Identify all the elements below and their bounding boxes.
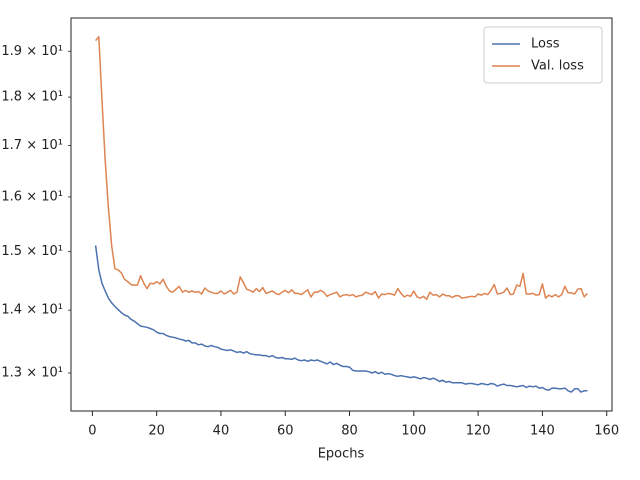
x-tick-label: 160 (594, 424, 619, 439)
y-tick-label: 1.9 × 10¹ (1, 44, 63, 59)
x-axis-label: Epochs (318, 447, 365, 462)
legend-box (483, 26, 603, 84)
y-tick-label: 1.6 × 10¹ (1, 189, 63, 204)
y-tick-label: 1.7 × 10¹ (1, 138, 63, 153)
y-tick-label: 1.4 × 10¹ (1, 303, 63, 318)
y-tick-label: 1.8 × 10¹ (1, 90, 63, 105)
legend-label: Loss (531, 37, 560, 52)
x-tick-label: 140 (530, 424, 555, 439)
plot-frame (70, 17, 613, 412)
line-series (95, 35, 588, 301)
x-tick-label: 0 (88, 424, 96, 439)
line-series (94, 245, 588, 393)
y-tick-label: 1.3 × 10¹ (1, 365, 63, 380)
legend: Loss Val. loss (483, 26, 603, 84)
x-tick-label: 60 (277, 424, 294, 439)
y-tick-label: 1.5 × 10¹ (1, 244, 63, 259)
x-tick-label: 20 (148, 424, 165, 439)
legend-label: Val. loss (531, 59, 584, 74)
x-tick-label: 100 (401, 424, 426, 439)
x-tick-label: 40 (213, 424, 230, 439)
x-tick-label: 120 (466, 424, 491, 439)
x-tick-label: 80 (341, 424, 358, 439)
